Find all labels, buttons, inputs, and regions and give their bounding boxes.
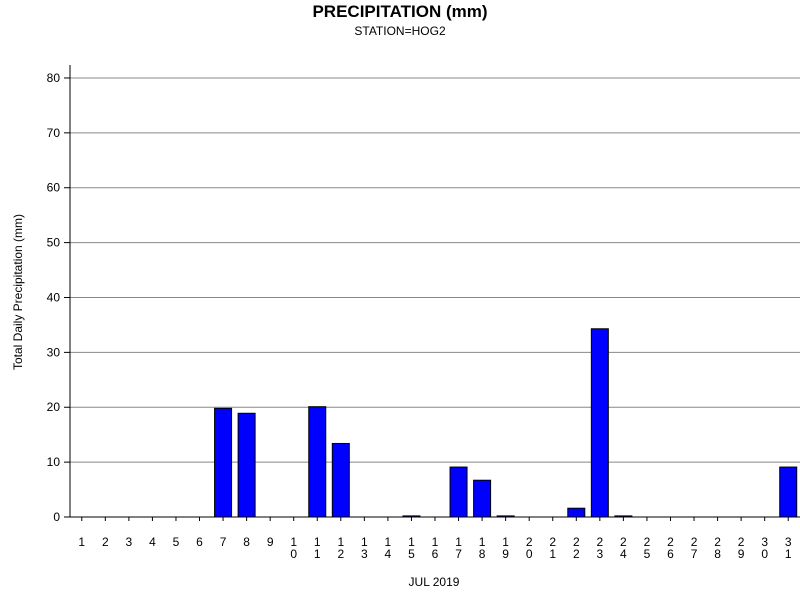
bar-day-22: [567, 507, 586, 518]
x-tick-label: 2: [102, 535, 109, 549]
y-tick-label: 30: [47, 345, 61, 359]
x-tick-label: 1: [78, 535, 85, 549]
chart-subtitle: STATION=HOG2: [354, 24, 446, 38]
y-ticks: 0 10 20 30 40 50 60 70 80: [47, 71, 70, 524]
x-tick-label: 9: [267, 535, 274, 549]
y-tick-label: 0: [53, 510, 60, 524]
gridlines: [70, 77, 800, 518]
y-tick-label: 50: [47, 236, 61, 250]
bar-day-18: [473, 479, 492, 518]
x-tick-label: 3: [126, 535, 133, 549]
bars: [214, 328, 798, 518]
y-tick-label: 80: [47, 71, 61, 85]
y-tick-label: 70: [47, 126, 61, 140]
y-axis-label: Total Daily Precipitation (mm): [11, 214, 25, 370]
x-tick-label: 6: [196, 535, 203, 549]
x-tick-label: 7: [220, 535, 227, 549]
x-tick-label: 8: [243, 535, 250, 549]
bar-day-11: [308, 406, 327, 518]
bar-day-31: [779, 466, 798, 518]
x-axis-label: JUL 2019: [409, 575, 460, 589]
y-tick-label: 10: [47, 455, 61, 469]
bar-day-23: [590, 328, 609, 518]
x-tick-label: 4: [149, 535, 156, 549]
x-tick-label: 5: [173, 535, 180, 549]
bar-day-17: [449, 466, 468, 518]
bar-day-12: [331, 442, 350, 518]
bar-day-7: [214, 407, 233, 518]
y-tick-label: 20: [47, 400, 61, 414]
y-tick-label: 60: [47, 181, 61, 195]
y-tick-label: 40: [47, 290, 61, 304]
chart-title: PRECIPITATION (mm): [312, 2, 487, 21]
x-ticks: 1 2 3 4 5 6 7 8 9 1 01 11 21 31 41 51 61 71 81 92 02 12 22 32 42…: [78, 517, 792, 561]
bar-day-8: [237, 412, 256, 518]
